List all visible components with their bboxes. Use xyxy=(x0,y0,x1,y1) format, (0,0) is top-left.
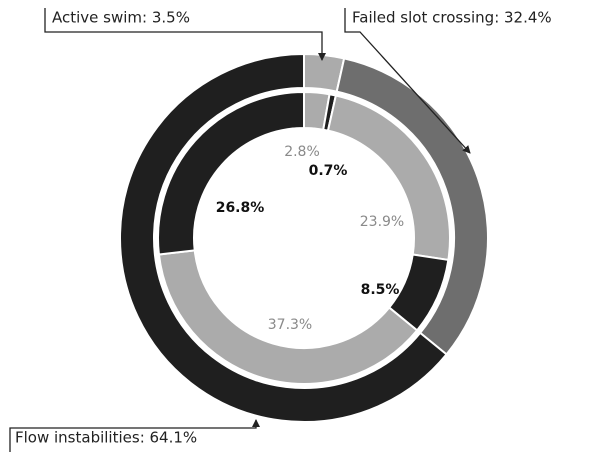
segment-label: 0.7% xyxy=(309,163,348,179)
segment-label: 26.8% xyxy=(216,200,265,216)
segment-label: 37.3% xyxy=(268,317,312,333)
segment-label: 2.8% xyxy=(284,144,320,160)
callout-line xyxy=(344,8,471,154)
segment-label: 23.9% xyxy=(360,214,404,230)
callout-label: Failed slot crossing: 32.4% xyxy=(352,9,552,27)
callout-label: Active swim: 3.5% xyxy=(52,9,190,27)
segment-label: 8.5% xyxy=(361,282,400,298)
callout-line xyxy=(44,8,326,61)
donut-segment xyxy=(157,90,305,256)
callout-line xyxy=(9,419,260,452)
donut-segment xyxy=(119,52,448,423)
callout-label: Flow instabilities: 64.1% xyxy=(15,429,197,447)
rings xyxy=(119,52,489,423)
